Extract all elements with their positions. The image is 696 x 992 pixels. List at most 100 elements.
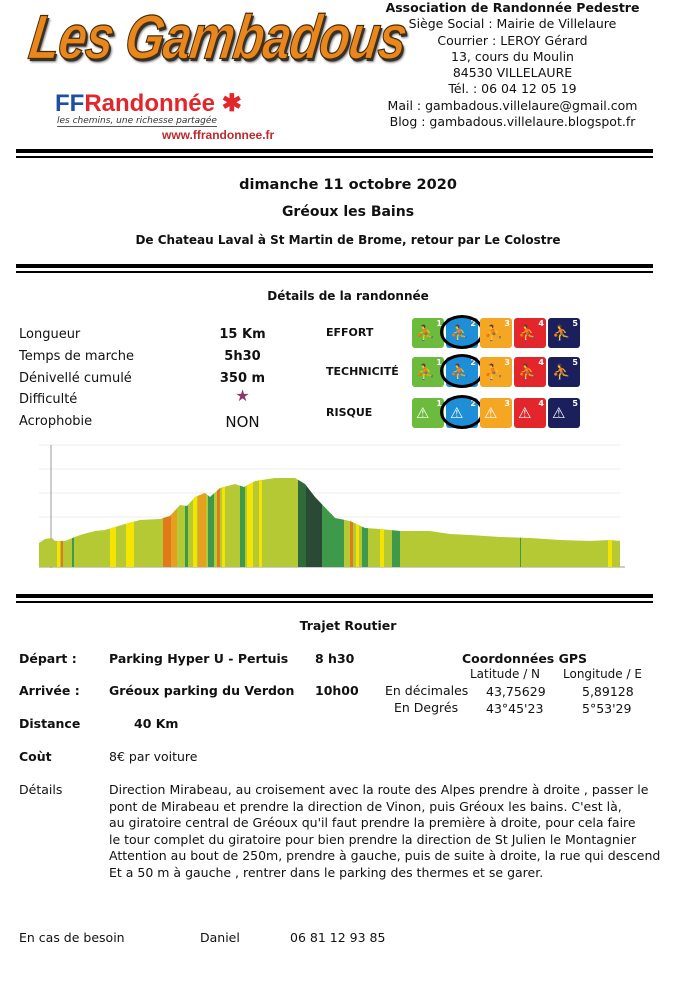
level-number: 5 bbox=[572, 319, 578, 328]
gps-title: Coordonnées GPS bbox=[462, 651, 588, 666]
directions-line: Attention au bout de 250m, prendre à gau… bbox=[109, 848, 661, 863]
divider bbox=[16, 264, 653, 273]
hiker-icon-glyph: ⛹ bbox=[518, 324, 537, 342]
slope-segment bbox=[608, 478, 612, 567]
detail-label: Temps de marche bbox=[19, 349, 135, 364]
warning-icon-glyph: ⚠ bbox=[484, 404, 498, 422]
hiker-icon: ⛹ 1 bbox=[412, 318, 444, 348]
directions-line: au giratoire central de Gréoux qu'il fau… bbox=[109, 815, 636, 830]
runner-icon: ✱ bbox=[221, 90, 242, 117]
address-line: Siège Social : Mairie de Villelaure bbox=[408, 16, 617, 32]
divider bbox=[16, 149, 653, 158]
event-place: Gréoux les Bains bbox=[281, 204, 415, 220]
details-label: Détails bbox=[19, 782, 63, 797]
hiker-icon-glyph: ⛹ bbox=[484, 324, 503, 342]
slope-segment bbox=[171, 478, 177, 567]
contact-label: En cas de besoin bbox=[19, 930, 125, 945]
depart-label: Départ : bbox=[19, 651, 77, 666]
hiker-terrain-icon-glyph: ⛹ bbox=[518, 363, 537, 381]
address-line: Courrier : LEROY Gérard bbox=[437, 32, 588, 48]
elevation-profile bbox=[39, 444, 625, 568]
gps-row-label: En décimales bbox=[385, 683, 469, 698]
slope-segment bbox=[392, 478, 400, 567]
address-line: 84530 VILLELAURE bbox=[452, 65, 573, 81]
gps-lat-header: Latitude / N bbox=[470, 667, 541, 681]
hiker-terrain-icon-glyph: ⛹ bbox=[416, 363, 435, 381]
level-number: 5 bbox=[572, 358, 578, 367]
detail-value: 350 m bbox=[219, 371, 266, 386]
warning-icon: ⚠ 4 bbox=[514, 398, 546, 428]
association-address: Association de Randonnée Pedestre Siège … bbox=[380, 0, 645, 130]
gps-lat: 43°45'23 bbox=[486, 701, 544, 716]
directions-line: Direction Mirabeau, au croisement avec l… bbox=[109, 782, 649, 797]
event-date: dimanche 11 octobre 2020 bbox=[239, 177, 457, 193]
slope-segment bbox=[185, 478, 188, 567]
level-number: 1 bbox=[436, 399, 442, 408]
detail-value: NON bbox=[225, 413, 260, 431]
detail-value: 15 Km bbox=[219, 327, 266, 342]
detail-value: 5h30 bbox=[224, 349, 261, 364]
blog-line: Blog : gambadous.villelaure.blogspot.fr bbox=[389, 114, 636, 130]
slope-segment bbox=[259, 478, 262, 567]
slope-segment bbox=[72, 478, 74, 567]
selected-level-circle bbox=[440, 315, 484, 349]
ffrandonnee-logo: FFRandonnée ✱ bbox=[55, 92, 242, 116]
hiker-icon: ⛹ 4 bbox=[514, 318, 546, 348]
warning-icon-glyph: ⚠ bbox=[416, 404, 430, 422]
address-line: 13, cours du Moulin bbox=[451, 48, 574, 64]
level-number: 4 bbox=[538, 399, 544, 408]
rating-label: EFFORT bbox=[326, 326, 374, 339]
directions-line: pont de Mirabeau et prendre la direction… bbox=[109, 798, 622, 814]
detail-label: Longueur bbox=[19, 327, 81, 342]
hiker-terrain-icon-glyph: ⛹ bbox=[552, 363, 571, 381]
rating-label: TECHNICITÉ bbox=[326, 365, 399, 378]
directions-text: Direction Mirabeau, au croisement avec l… bbox=[109, 782, 660, 881]
gps-lon: 5°53'29 bbox=[582, 701, 632, 716]
slope-segment bbox=[356, 478, 359, 567]
hiker-terrain-icon: ⛹ 1 bbox=[412, 357, 444, 387]
depart-place: Parking Hyper U - Pertuis bbox=[109, 651, 289, 666]
association-name: Association de Randonnée Pedestre bbox=[385, 0, 640, 15]
slope-segment bbox=[57, 478, 60, 567]
divider bbox=[16, 594, 653, 603]
warning-icon: ⚠ 5 bbox=[548, 398, 580, 428]
details-title: Détails de la randonnée bbox=[267, 289, 429, 303]
level-number: 1 bbox=[436, 358, 442, 367]
les-gambadous-logo: Les Gambadous bbox=[25, 1, 412, 72]
distance-value: 40 Km bbox=[134, 716, 179, 731]
hiker-icon: ⛹ 5 bbox=[548, 318, 580, 348]
ffr-brand-name: Randonnée bbox=[84, 90, 216, 117]
depart-time: 8 h30 bbox=[315, 651, 355, 666]
level-number: 1 bbox=[436, 319, 442, 328]
email-line: Mail : gambadous.villelaure@gmail.com bbox=[387, 97, 638, 113]
hiker-icon-glyph: ⛹ bbox=[552, 324, 571, 342]
slope-segment bbox=[520, 478, 521, 567]
level-number: 3 bbox=[504, 399, 510, 408]
ffr-url[interactable]: www.ffrandonnee.fr bbox=[162, 128, 275, 142]
hiker-terrain-icon-glyph: ⛹ bbox=[484, 363, 503, 381]
arrivee-label: Arrivée : bbox=[19, 683, 80, 698]
level-number: 3 bbox=[504, 319, 510, 328]
level-number: 5 bbox=[572, 399, 578, 408]
slope-segment bbox=[208, 478, 214, 567]
slope-segment bbox=[222, 478, 225, 567]
ffr-tagline: les chemins, une richesse partagée bbox=[57, 116, 217, 127]
directions-line: Et a 50 m à gauche , rentrer dans le par… bbox=[109, 864, 544, 880]
directions-line: le tour complet du giratoire pour bien p… bbox=[109, 831, 637, 847]
difficulty-star-icon: ★ bbox=[235, 386, 250, 405]
rating-label: RISQUE bbox=[326, 406, 373, 419]
warning-icon: ⚠ 3 bbox=[480, 398, 512, 428]
slope-segment bbox=[298, 478, 306, 567]
cout-value: 8€ par voiture bbox=[109, 749, 198, 764]
phone-line: Tél. : 06 04 12 05 19 bbox=[448, 81, 577, 97]
slope-segment bbox=[350, 478, 353, 567]
slope-segment bbox=[306, 478, 322, 567]
detail-label: Acrophobie bbox=[19, 414, 93, 429]
distance-label: Distance bbox=[19, 716, 81, 731]
selected-level-circle bbox=[440, 354, 484, 388]
slope-segment bbox=[126, 478, 134, 567]
hiker-icon: ⛹ 3 bbox=[480, 318, 512, 348]
slope-segment bbox=[198, 478, 206, 567]
contact-name: Daniel bbox=[200, 930, 240, 945]
level-number: 3 bbox=[504, 358, 510, 367]
